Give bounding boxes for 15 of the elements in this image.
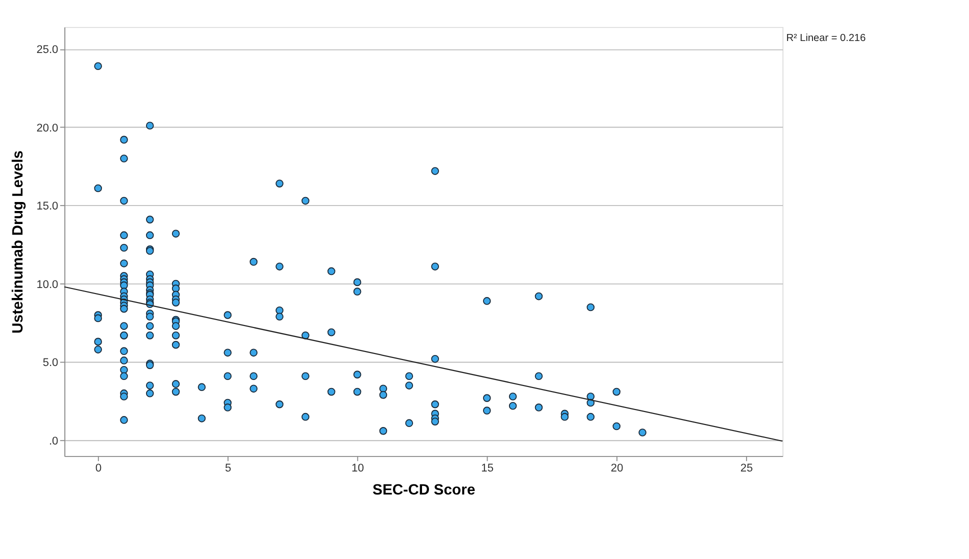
x-tick-label: 25	[740, 462, 753, 474]
y-tick-label: 20.0	[36, 122, 58, 134]
text: R² Linear = 0.216	[786, 32, 866, 44]
x-tick-label: 10	[352, 462, 364, 474]
x-tick-label: 5	[225, 462, 232, 474]
y-tick-label: 5.0	[42, 357, 58, 370]
x-tick-label: 0	[95, 462, 102, 474]
x-tick-label: 15	[481, 462, 494, 474]
x-tick-label: 20	[610, 462, 624, 474]
y-tick-label: 10.0	[36, 278, 58, 291]
y-axis-title: Ustekinumab Drug Levels	[10, 150, 27, 334]
y-tick-label: 15.0	[36, 200, 58, 213]
y-tick-label: .0	[48, 436, 58, 448]
y-tick-label: 25.0	[36, 44, 58, 56]
x-axis-title: SEC-CD Score	[372, 482, 476, 499]
